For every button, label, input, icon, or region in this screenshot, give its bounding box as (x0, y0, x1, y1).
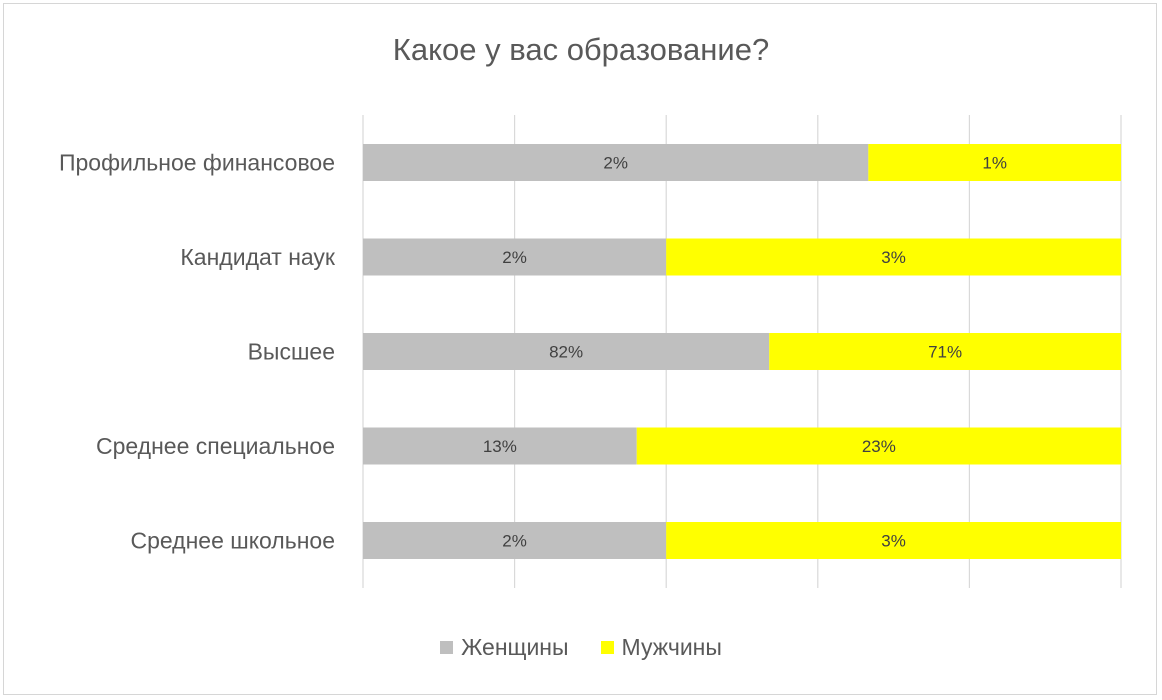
bar-segment (636, 427, 1121, 465)
legend-label-women: Женщины (461, 634, 569, 660)
category-label: Среднее школьное (130, 528, 335, 554)
data-label: 2% (502, 532, 527, 551)
data-label: 23% (862, 437, 896, 456)
data-label: 3% (881, 532, 906, 551)
bars: 2% 1% 2% 3% 82% 71% 13% 23% 2% 3% (363, 144, 1121, 559)
category-label: Профильное финансовое (59, 150, 335, 176)
bar-segment (666, 522, 1121, 559)
bar-segment (363, 333, 770, 370)
data-label: 1% (982, 154, 1007, 173)
data-label: 2% (502, 248, 527, 267)
bar-segment (363, 144, 869, 181)
data-label: 3% (881, 248, 906, 267)
data-label: 2% (603, 154, 628, 173)
legend-item-men: Мужчины (600, 634, 722, 661)
bar-segment (363, 238, 667, 276)
data-label: 82% (549, 343, 583, 362)
category-label: Кандидат наук (180, 244, 336, 270)
bar-segment (868, 144, 1121, 181)
bar-segment (363, 522, 667, 559)
legend: Женщины Мужчины (0, 634, 1162, 661)
legend-swatch-women (440, 641, 454, 654)
legend-item-women: Женщины (440, 634, 569, 661)
category-label: Среднее специальное (96, 433, 335, 459)
bar-segment (769, 333, 1121, 370)
category-label: Высшее (248, 339, 335, 365)
data-label: 71% (928, 343, 962, 362)
bar-segment (666, 238, 1121, 276)
chart-title: Какое у вас образование? (392, 32, 770, 67)
category-labels: Профильное финансовое Кандидат наук Высшее… (59, 150, 336, 554)
legend-label-men: Мужчины (621, 634, 722, 660)
legend-swatch-men (600, 641, 614, 654)
bar-segment (363, 427, 637, 465)
data-label: 13% (483, 437, 517, 456)
